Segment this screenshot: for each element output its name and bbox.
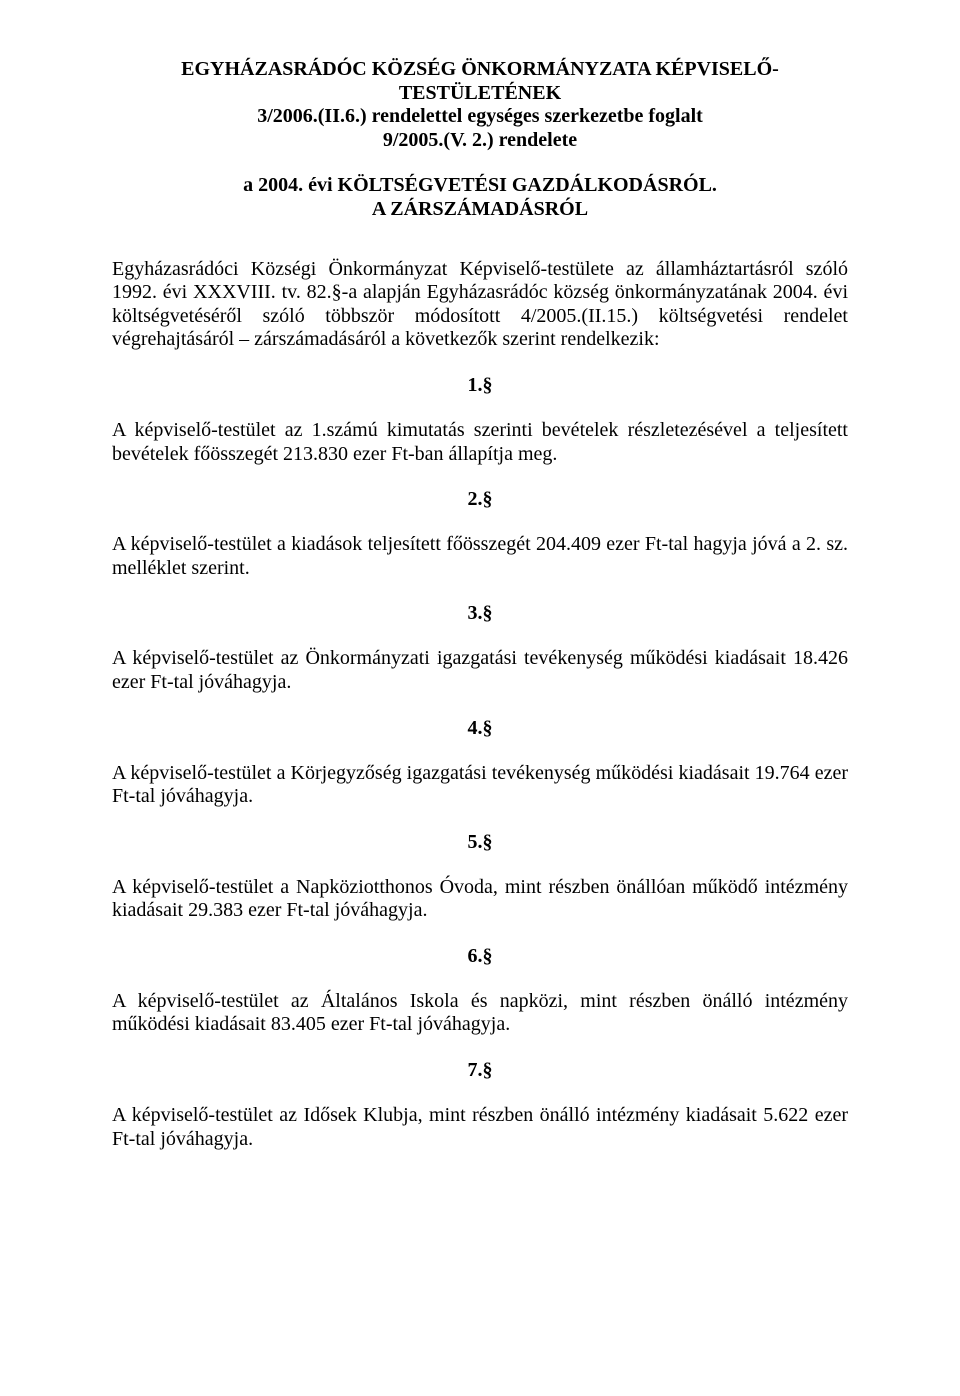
section-paragraph: A képviselő-testület az Idősek Klubja, m… xyxy=(112,1104,848,1151)
section-number: 5.§ xyxy=(112,831,848,854)
section-number: 1.§ xyxy=(112,374,848,397)
section-number: 3.§ xyxy=(112,602,848,625)
section-paragraph: A képviselő-testület a Körjegyzőség igaz… xyxy=(112,762,848,809)
section-number: 2.§ xyxy=(112,488,848,511)
subheader-line-1: a 2004. évi KÖLTSÉGVETÉSI GAZDÁLKODÁSRÓL… xyxy=(112,174,848,198)
document-subheader: a 2004. évi KÖLTSÉGVETÉSI GAZDÁLKODÁSRÓL… xyxy=(112,174,848,221)
section-number: 6.§ xyxy=(112,945,848,968)
subheader-line-2: A ZÁRSZÁMADÁSRÓL xyxy=(112,198,848,222)
document-header: EGYHÁZASRÁDÓC KÖZSÉG ÖNKORMÁNYZATA KÉPVI… xyxy=(112,58,848,152)
header-line-1: EGYHÁZASRÁDÓC KÖZSÉG ÖNKORMÁNYZATA KÉPVI… xyxy=(112,58,848,82)
header-line-2: TESTÜLETÉNEK xyxy=(112,82,848,106)
section-paragraph: A képviselő-testület az Önkormányzati ig… xyxy=(112,647,848,694)
section-number: 4.§ xyxy=(112,717,848,740)
header-line-3: 3/2006.(II.6.) rendelettel egységes szer… xyxy=(112,105,848,129)
section-paragraph: A képviselő-testület az 1.számú kimutatá… xyxy=(112,419,848,466)
section-paragraph: A képviselő-testület az Általános Iskola… xyxy=(112,990,848,1037)
header-line-4: 9/2005.(V. 2.) rendelete xyxy=(112,129,848,153)
preamble-paragraph: Egyházasrádóci Községi Önkormányzat Képv… xyxy=(112,258,848,352)
section-paragraph: A képviselő-testület a Napköziotthonos Ó… xyxy=(112,876,848,923)
section-paragraph: A képviselő-testület a kiadások teljesít… xyxy=(112,533,848,580)
section-number: 7.§ xyxy=(112,1059,848,1082)
